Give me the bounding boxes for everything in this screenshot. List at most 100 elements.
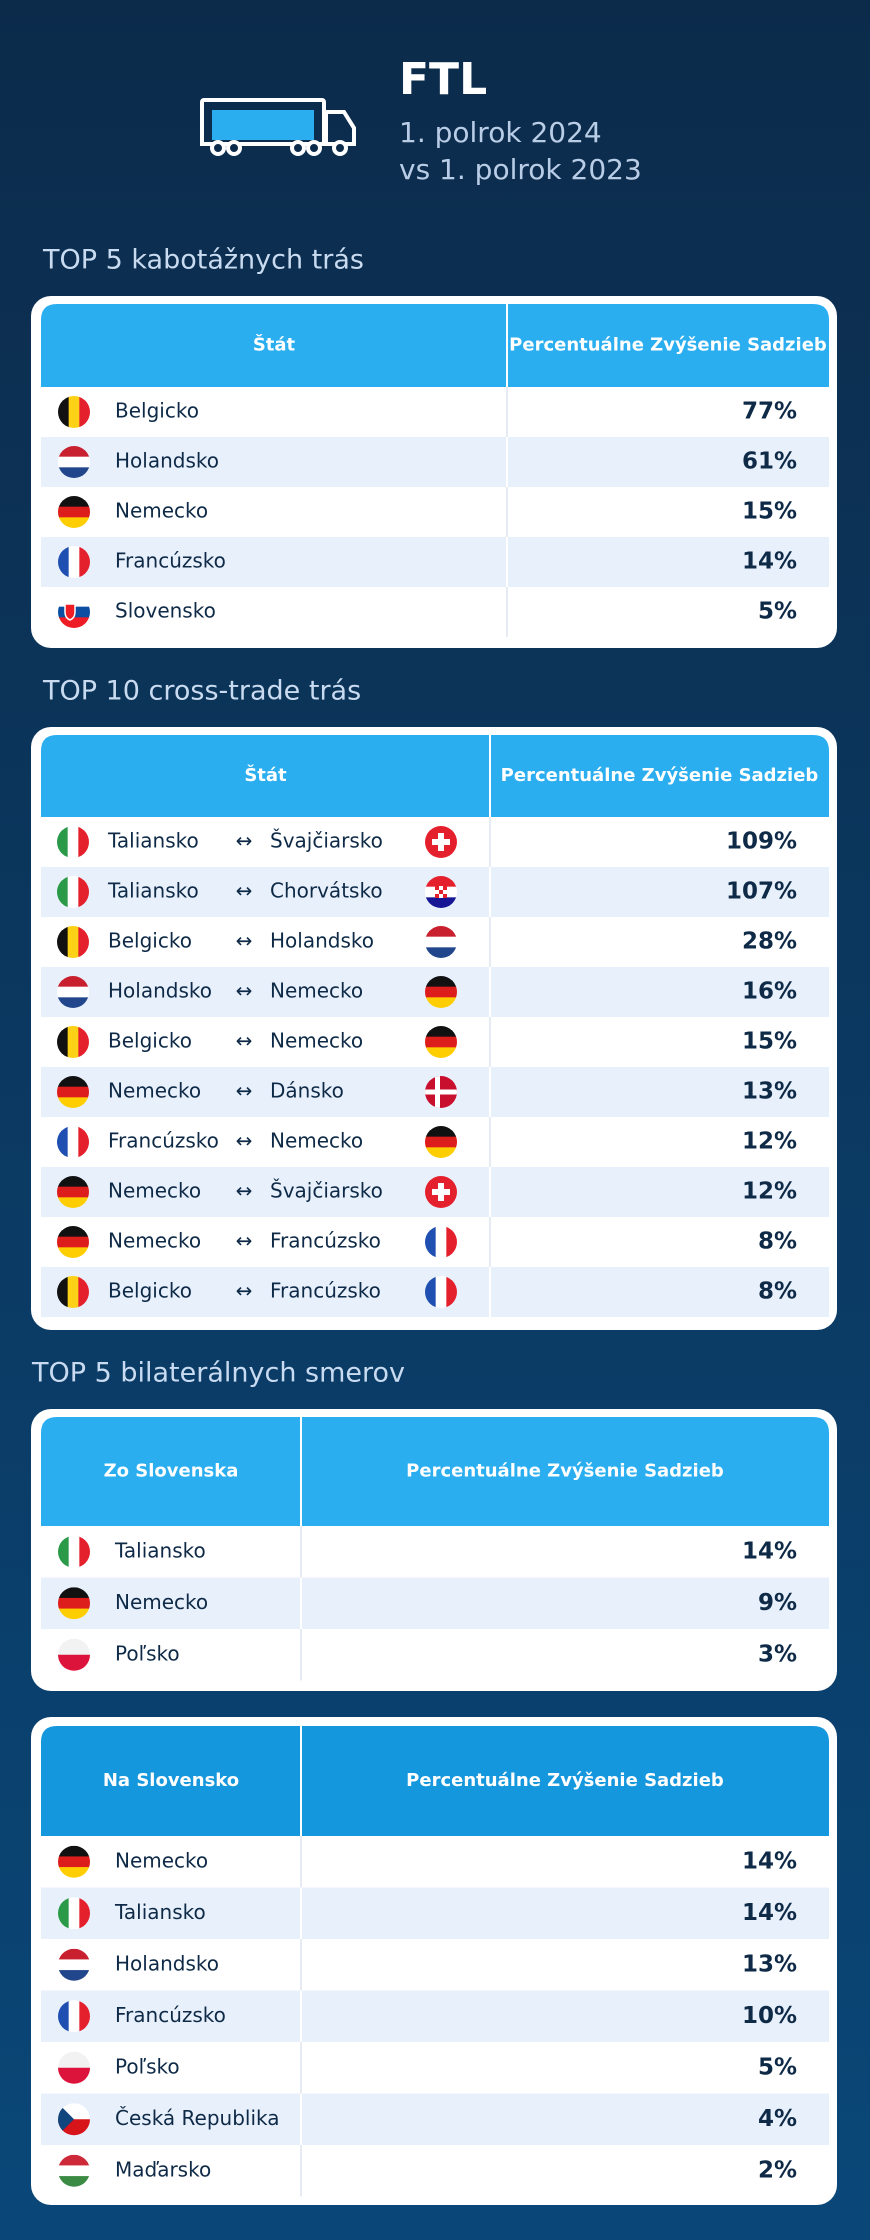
flag-stripe bbox=[57, 1097, 89, 1108]
header-cell: Percentuálne Zvýšenie Sadzieb bbox=[406, 1461, 724, 1482]
flag-icon bbox=[425, 1026, 457, 1058]
subtitle: vs 1. polrok 2023 bbox=[399, 153, 642, 186]
flag-stripe bbox=[78, 876, 89, 908]
route-arrow: ↔ bbox=[236, 929, 253, 953]
country-cell: Taliansko bbox=[107, 879, 199, 903]
flag-body bbox=[57, 1276, 89, 1308]
flag-body bbox=[57, 826, 89, 858]
flag-body bbox=[57, 1126, 89, 1158]
flag-body bbox=[57, 1226, 89, 1258]
route-arrow: ↔ bbox=[236, 1129, 253, 1153]
flag-stripe bbox=[425, 876, 457, 888]
flag-body bbox=[58, 1897, 90, 1930]
country-cell: Holandsko bbox=[108, 979, 212, 1003]
flag-body bbox=[58, 1845, 90, 1878]
country-cell: Taliansko bbox=[107, 829, 199, 853]
flag-stripe bbox=[58, 1608, 90, 1620]
country-cell: Nemecko bbox=[270, 1129, 363, 1153]
flag-stripe bbox=[58, 596, 90, 608]
flag-stripe bbox=[425, 976, 457, 988]
route-arrow: ↔ bbox=[236, 879, 253, 903]
flag-icon bbox=[58, 1587, 90, 1620]
flag-stripe bbox=[425, 1036, 457, 1048]
flag-body bbox=[58, 596, 90, 628]
header-cell: Zo Slovenska bbox=[104, 1461, 239, 1482]
country-cell: Francúzsko bbox=[108, 1129, 219, 1153]
country-cell: Holandsko bbox=[115, 1951, 219, 1975]
flag-icon bbox=[58, 496, 90, 528]
percent-cell: 5% bbox=[758, 599, 797, 625]
subtitle: 1. polrok 2024 bbox=[399, 116, 602, 149]
table-row bbox=[41, 437, 829, 487]
table-header bbox=[41, 1726, 829, 1836]
percent-cell: 61% bbox=[742, 449, 797, 475]
percent-cell: 5% bbox=[758, 2054, 797, 2080]
table-row bbox=[41, 1836, 829, 1888]
flag-stripe bbox=[425, 1026, 457, 1038]
country-cell: Belgicko bbox=[115, 399, 199, 423]
flag-icon bbox=[57, 976, 89, 1008]
flag-stripe bbox=[425, 947, 457, 958]
flag-stripe bbox=[57, 1186, 89, 1198]
flag-icon bbox=[57, 1276, 89, 1308]
flag-icon bbox=[57, 1076, 89, 1108]
flag-checker bbox=[443, 894, 447, 898]
flag-stripe bbox=[78, 1126, 89, 1158]
flag-stripe bbox=[58, 2176, 90, 2187]
country-cell: Francúzsko bbox=[270, 1229, 381, 1253]
flag-stripe bbox=[425, 897, 457, 908]
route-arrow: ↔ bbox=[236, 829, 253, 853]
table-row bbox=[41, 2093, 829, 2145]
table-row bbox=[41, 1526, 829, 1578]
flag-stripe bbox=[57, 1197, 89, 1208]
flag-body bbox=[57, 1176, 89, 1208]
flag-checker bbox=[435, 890, 439, 894]
flag-stripe bbox=[57, 1236, 89, 1248]
flag-body bbox=[58, 396, 90, 428]
percent-cell: 3% bbox=[758, 1641, 797, 1667]
flag-icon bbox=[58, 1948, 90, 1981]
flag-body bbox=[57, 976, 89, 1008]
flag-icon bbox=[58, 1845, 90, 1878]
flag-stripe bbox=[58, 1970, 90, 1981]
flag-body bbox=[425, 1026, 457, 1058]
country-cell: Slovensko bbox=[115, 599, 216, 623]
flag-icon bbox=[58, 2154, 90, 2187]
country-cell: Belgicko bbox=[108, 1279, 192, 1303]
flag-body bbox=[58, 496, 90, 528]
flag-checker bbox=[435, 894, 439, 898]
flag-stripe bbox=[435, 1276, 447, 1308]
flag-icon bbox=[58, 1897, 90, 1930]
flag-checker bbox=[443, 886, 447, 890]
country-cell: Nemecko bbox=[115, 1848, 208, 1872]
country-cell: Nemecko bbox=[115, 1590, 208, 1614]
flag-stripe bbox=[57, 1176, 89, 1188]
section-title: TOP 10 cross-trade trás bbox=[42, 676, 361, 707]
flag-stripe bbox=[58, 1597, 90, 1610]
flag-stripe bbox=[425, 1126, 457, 1138]
table-row bbox=[41, 2145, 829, 2197]
header-cell: Na Slovensko bbox=[103, 1770, 239, 1791]
flag-checker bbox=[439, 890, 443, 894]
flag-stripe bbox=[68, 546, 80, 578]
header-cell: Percentuálne Zvýšenie Sadzieb bbox=[501, 765, 819, 786]
percent-cell: 8% bbox=[758, 1229, 797, 1255]
flag-stripe bbox=[425, 936, 457, 948]
country-cell: Francúzsko bbox=[115, 549, 226, 573]
flag-stripe bbox=[57, 1226, 89, 1238]
flag-stripe bbox=[79, 2000, 90, 2033]
flag-stripe bbox=[68, 1535, 80, 1568]
flag-icon bbox=[57, 826, 89, 858]
flag-icon bbox=[425, 1126, 457, 1158]
percent-cell: 14% bbox=[742, 1538, 797, 1564]
flag-body bbox=[425, 1126, 457, 1158]
flag-stripe bbox=[425, 1047, 457, 1058]
flag-body bbox=[57, 1026, 89, 1058]
flag-stripe bbox=[57, 826, 69, 858]
header-cell: Percentuálne Zvýšenie Sadzieb bbox=[406, 1770, 724, 1791]
flag-body bbox=[58, 546, 90, 578]
flag-stripe bbox=[58, 517, 90, 528]
flag-cross bbox=[432, 1189, 450, 1195]
route-arrow: ↔ bbox=[236, 1079, 253, 1103]
flag-icon bbox=[58, 1638, 90, 1671]
